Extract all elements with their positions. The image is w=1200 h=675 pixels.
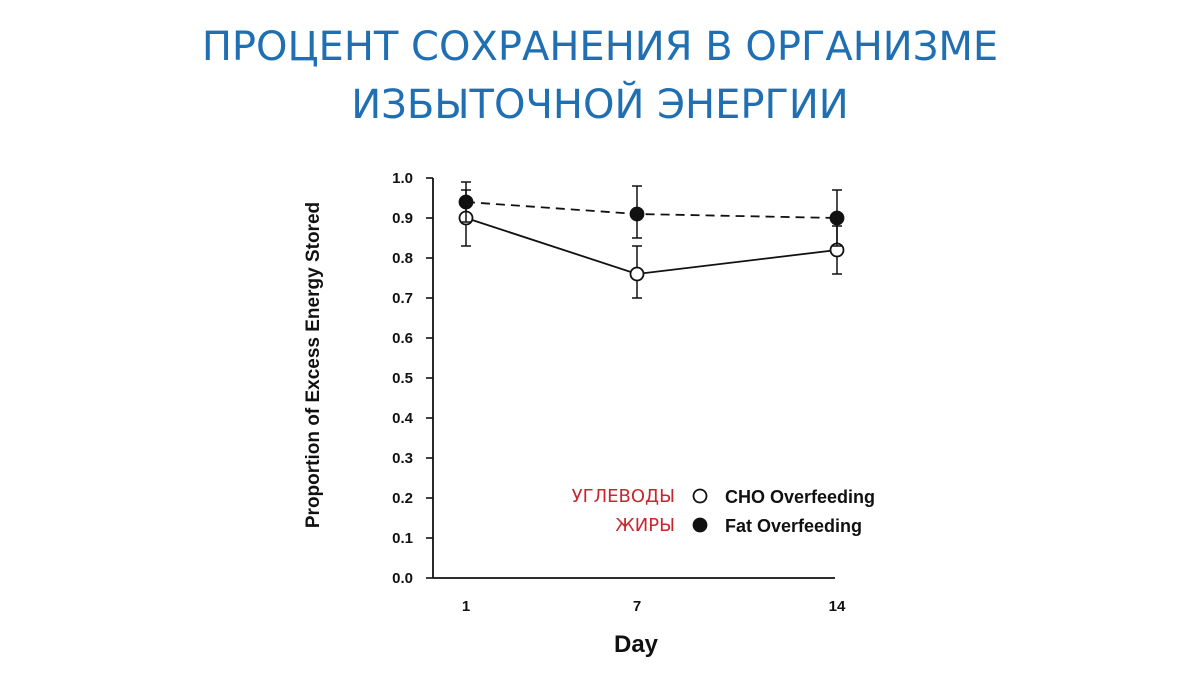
- data-point: [458, 194, 474, 210]
- legend-label: Fat Overfeeding: [725, 516, 862, 536]
- x-tick-label: 1: [462, 598, 470, 615]
- y-axis-ticks: 0.0 0.1 0.2 0.3 0.4 0.5 0.6 0.7 0.8 0.9 1.0: [392, 170, 433, 587]
- series-layer: [458, 181, 845, 299]
- series-line: [465, 217, 838, 275]
- y-tick-label: 0.2: [392, 490, 413, 507]
- y-tick-label: 0.8: [392, 250, 413, 267]
- data-point: [629, 206, 645, 222]
- y-tick-label: 0.3: [392, 450, 413, 467]
- y-tick-label: 0.5: [392, 370, 413, 387]
- y-tick-label: 0.1: [392, 530, 413, 547]
- legend-label: CHO Overfeeding: [725, 487, 875, 507]
- y-tick-label: 0.4: [392, 410, 414, 427]
- x-tick-label: 7: [633, 598, 641, 615]
- slide-title-line-1: ПРОЦЕНТ СОХРАНЕНИЯ В ОРГАНИЗМЕ: [201, 24, 999, 70]
- legend-marker: [692, 488, 708, 504]
- series-fat-overfeeding: [458, 181, 845, 247]
- y-tick-label: 0.7: [392, 290, 413, 307]
- legend: УГЛЕВОДЫ CHO Overfeeding ЖИРЫ Fat Overfeedi…: [572, 486, 875, 536]
- slide-title: ПРОЦЕНТ СОХРАНЕНИЯ В ОРГАНИЗМЕ ИЗБЫТОЧНО…: [0, 18, 1200, 134]
- x-axis-ticks: 1 7 14: [462, 598, 846, 615]
- legend-label-ru: УГЛЕВОДЫ: [572, 486, 675, 507]
- legend-label-ru: ЖИРЫ: [615, 515, 675, 536]
- y-axis-title: Proportion of Excess Energy Stored: [303, 202, 324, 528]
- x-axis-title: Day: [614, 631, 659, 658]
- x-tick-label: 14: [829, 598, 846, 615]
- y-tick-label: 0.9: [392, 210, 413, 227]
- series-line: [465, 201, 838, 219]
- y-tick-label: 1.0: [392, 170, 413, 187]
- slide-title-line-2: ИЗБЫТОЧНОЙ ЭНЕРГИИ: [351, 82, 849, 128]
- y-tick-label: 0.6: [392, 330, 413, 347]
- data-point: [829, 210, 845, 226]
- data-point: [629, 266, 645, 282]
- y-tick-label: 0.0: [392, 570, 413, 587]
- legend-marker: [692, 517, 708, 533]
